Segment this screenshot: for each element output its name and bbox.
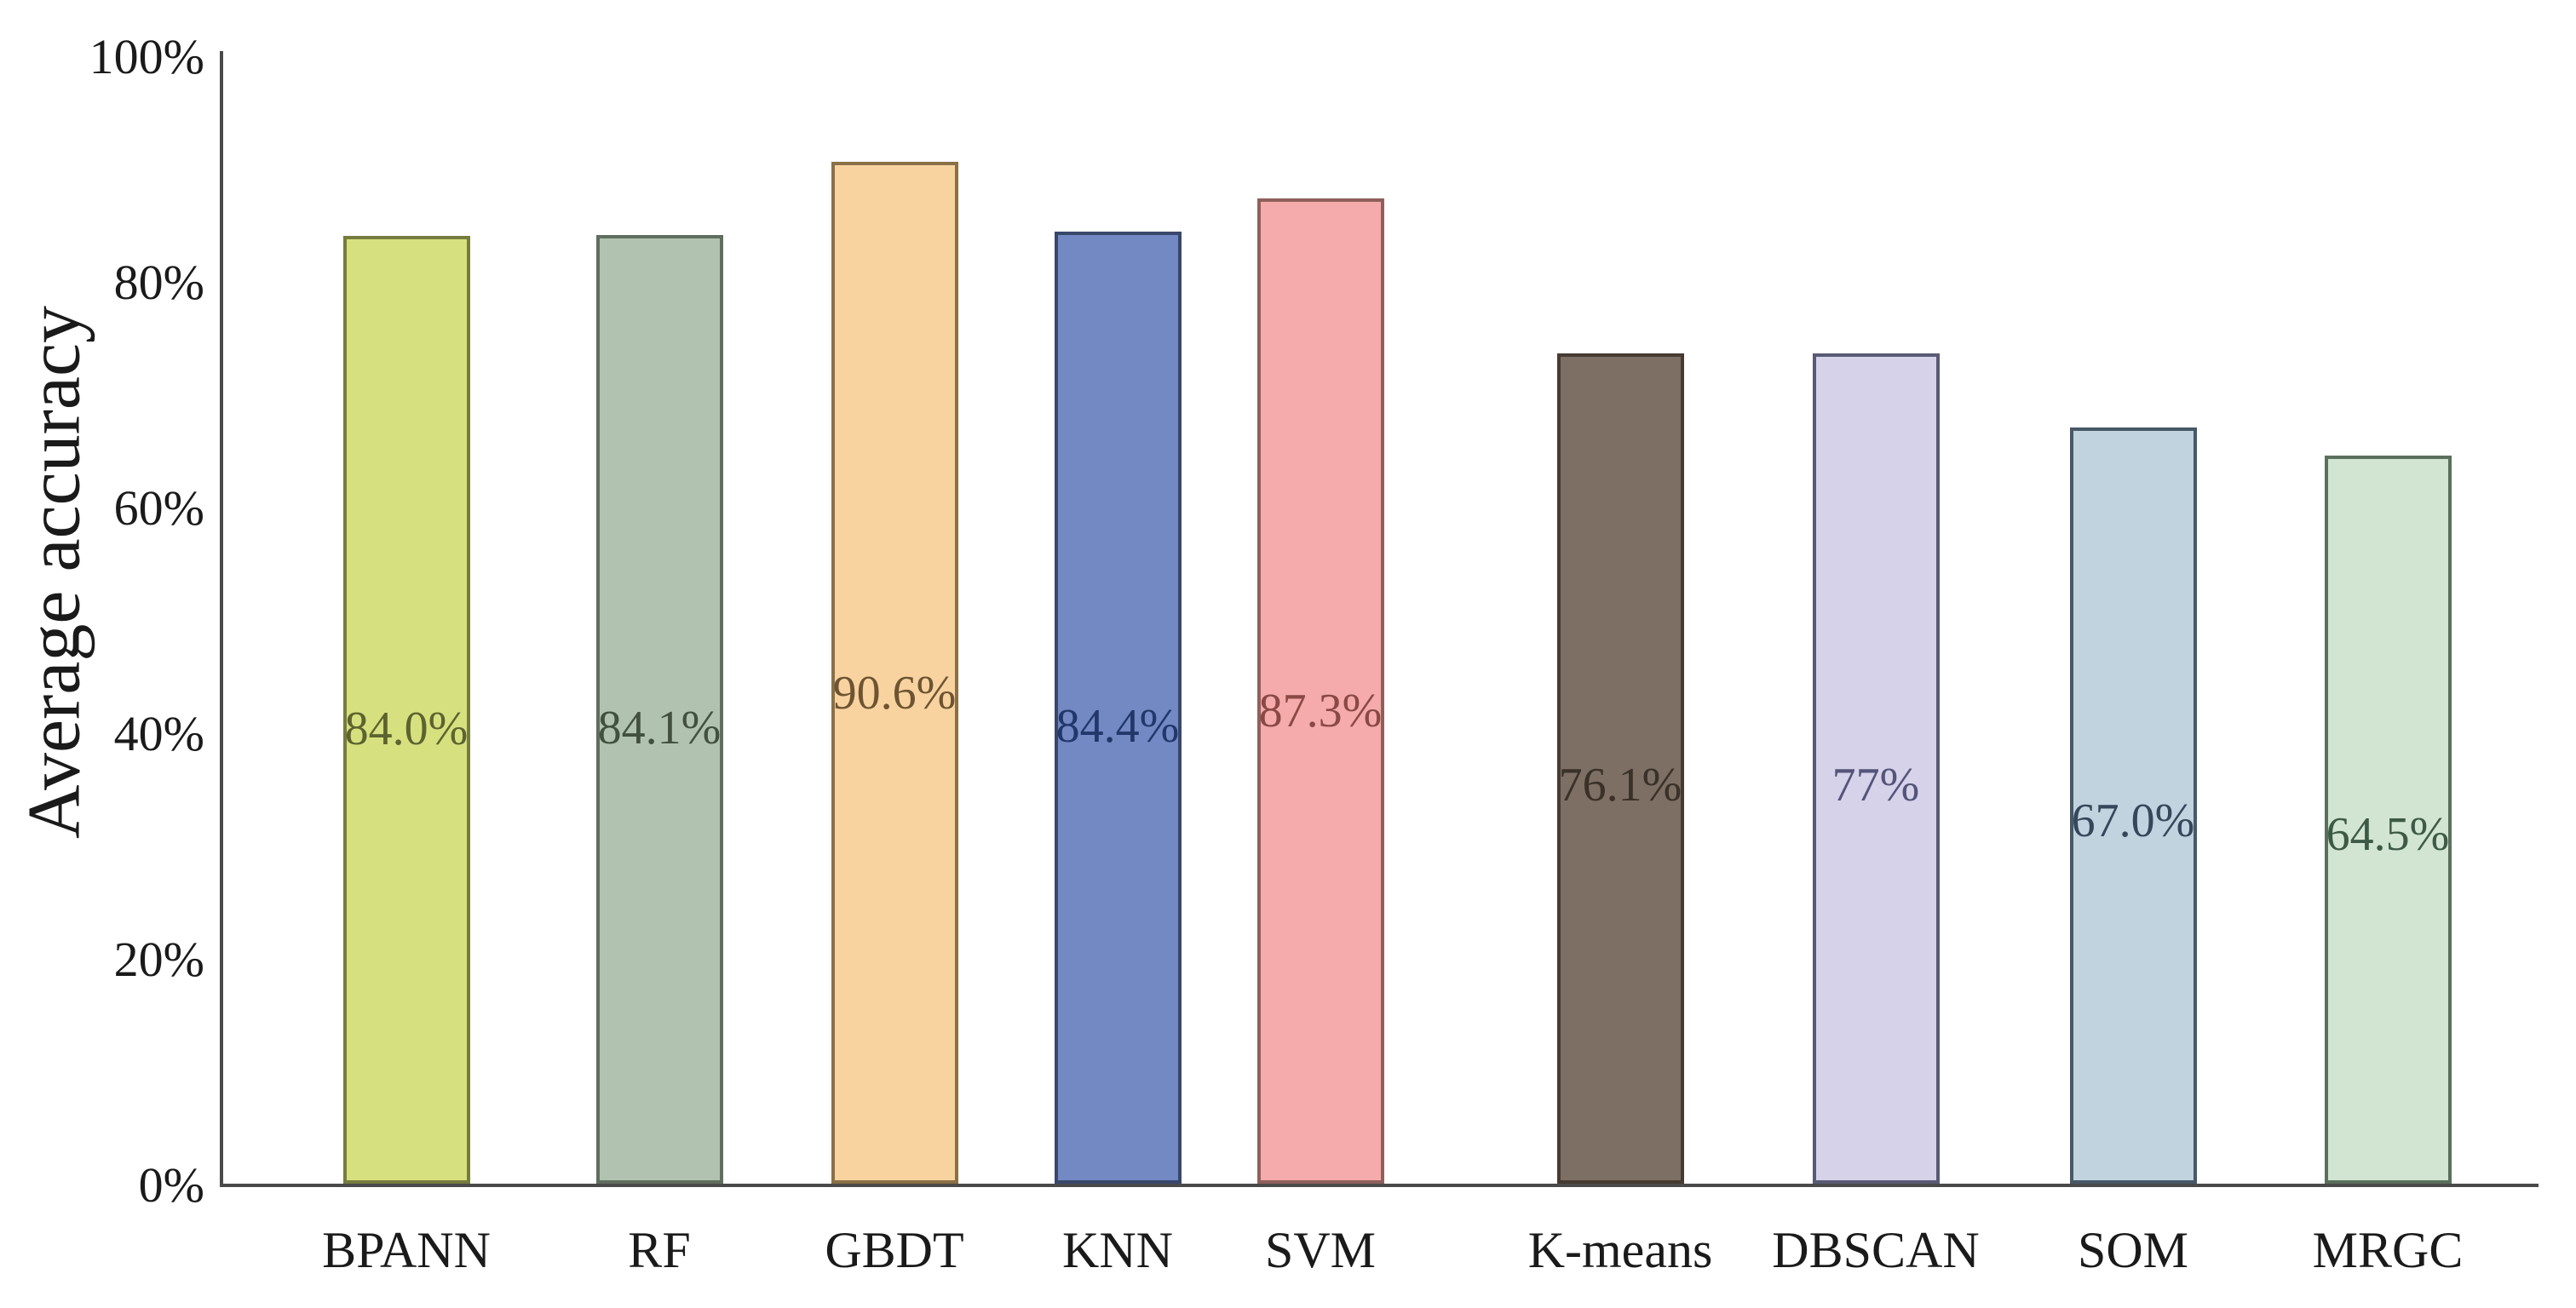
bar-KNN: 84.4% [1054,231,1182,1184]
x-category-label: DBSCAN [1772,1222,1980,1278]
bar-value-label: 76.1% [1558,758,1682,812]
bar-value-label: 77% [1831,758,1920,812]
bar-value-label: 84.1% [597,701,722,754]
x-category-label: MRGC [2312,1222,2464,1278]
bar-GBDT: 90.6% [831,161,958,1184]
bar-value-label: 87.3% [1258,684,1383,737]
x-category-label: SVM [1264,1222,1377,1278]
bar-value-label: 64.5% [2326,807,2450,861]
y-tick-label: 40% [113,706,204,761]
y-tick-label: 60% [113,480,204,536]
bar-SOM: 67.0% [2069,427,2197,1184]
bar-BPANN: 84.0% [342,236,470,1184]
x-category-label: SOM [2077,1222,2189,1278]
bar-value-label: 84.0% [344,702,469,755]
y-axis-line [220,51,223,1187]
x-category-label: GBDT [825,1222,964,1278]
bar-value-label: 67.0% [2071,794,2195,847]
y-tick-label: 100% [89,29,204,84]
y-tick-label: 0% [138,1157,204,1213]
y-tick-label: 20% [113,932,204,987]
x-axis-line [220,1184,2539,1187]
bar-K-means: 76.1% [1556,353,1684,1184]
bar-SVM: 87.3% [1256,198,1384,1184]
y-tick-label: 80% [113,255,204,310]
x-category-label: KNN [1062,1222,1173,1278]
bar-value-label: 90.6% [832,666,957,720]
bar-DBSCAN: 77% [1812,353,1940,1184]
bar-RF: 84.1% [595,234,723,1184]
x-category-label: K-means [1527,1222,1713,1278]
x-category-label: BPANN [322,1222,491,1278]
bar-value-label: 84.4% [1055,700,1180,754]
x-category-label: RF [628,1222,691,1278]
bar-MRGC: 64.5% [2324,456,2452,1184]
